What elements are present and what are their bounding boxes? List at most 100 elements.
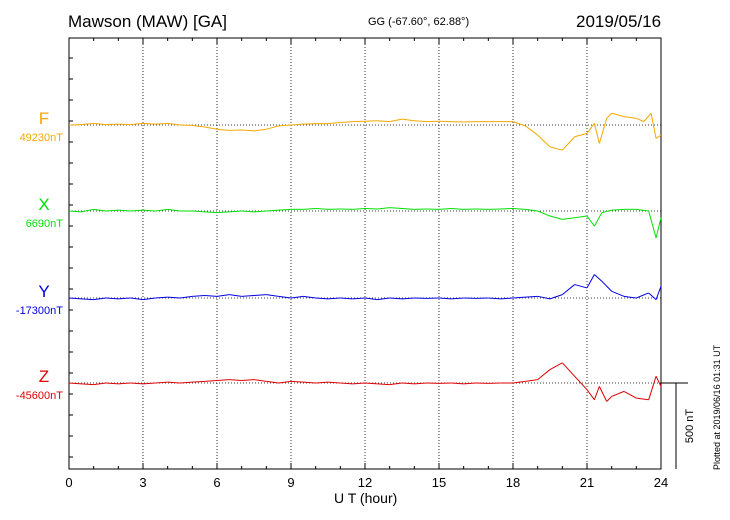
series-x-segment — [192, 210, 205, 213]
series-x-segment — [155, 208, 168, 212]
series-x-segment — [451, 207, 464, 210]
series-x-segment — [364, 207, 378, 210]
series-y-segment — [303, 295, 316, 299]
series-f-segment — [586, 123, 595, 134]
station-title: Mawson (MAW) [GA] — [68, 12, 227, 31]
series-y-segment — [574, 284, 588, 289]
series-z-segment — [401, 382, 415, 385]
series-y-segment — [401, 297, 415, 300]
series-y-segment — [241, 294, 255, 297]
series-f-segment — [512, 121, 526, 127]
series-f-segment — [525, 125, 538, 136]
series-z-segment — [105, 382, 119, 385]
series-x-segment — [241, 210, 255, 213]
series-z-segment — [598, 386, 608, 402]
series-y-segment — [266, 294, 279, 297]
series-z-segment — [549, 362, 563, 370]
series-f-segment — [290, 123, 304, 126]
series-x-segment — [549, 215, 563, 220]
series-x-segment — [352, 207, 366, 210]
series-f-segment — [167, 122, 181, 126]
series-x-segment — [303, 207, 316, 210]
series-x-segment — [389, 207, 403, 209]
series-z-segment — [648, 376, 657, 400]
series-f-segment — [155, 122, 168, 125]
series-y-segment — [438, 297, 452, 300]
series-y-segment — [601, 280, 613, 292]
series-y-segment — [327, 297, 341, 300]
series-z-segment — [636, 397, 649, 401]
series-x-segment — [216, 211, 230, 214]
series-z-segment — [266, 380, 279, 384]
series-f-segment — [606, 112, 613, 119]
series-x-segment — [167, 208, 181, 212]
series-y-segment — [105, 297, 119, 300]
series-f-segment — [537, 134, 551, 148]
series-f-segment — [266, 125, 279, 130]
x-tick-label: 9 — [287, 475, 294, 490]
series-z-segment — [155, 381, 168, 384]
series-z-segment — [389, 382, 403, 386]
series-z-segment — [130, 382, 144, 385]
series-f-segment — [278, 124, 292, 127]
series-z-segment — [561, 362, 576, 377]
series-y-segment — [648, 292, 657, 301]
series-z-segment — [593, 386, 600, 400]
series-f-segment — [142, 122, 156, 125]
series-z-segment — [525, 379, 538, 382]
series-f-segment — [636, 117, 644, 123]
series-f-segment — [253, 128, 267, 132]
series-y-segment — [278, 295, 292, 299]
series-f-segment — [561, 136, 576, 151]
series-z-segment — [537, 369, 551, 381]
series-z-segment — [142, 382, 156, 385]
series-x-label: X — [38, 195, 49, 214]
series-f-segment — [643, 112, 652, 122]
series-z-segment — [315, 381, 329, 384]
series-y-segment — [636, 292, 649, 299]
series-y-segment — [155, 296, 168, 299]
scale-bar-label: 500 nT — [684, 409, 696, 444]
series-f-label: F — [39, 109, 49, 128]
series-x-segment — [537, 210, 551, 217]
series-y-baseline-label: -17300nT — [16, 305, 63, 317]
series-f-segment — [204, 126, 218, 130]
series-f-segment — [623, 116, 637, 119]
series-x-segment — [377, 207, 390, 210]
series-z-segment — [512, 380, 526, 384]
series-f-segment — [118, 123, 131, 126]
series-z-segment — [290, 380, 304, 383]
series-z-segment — [229, 379, 242, 381]
series-y-segment — [340, 297, 353, 300]
series-f-segment — [389, 118, 403, 123]
series-y-segment — [488, 297, 501, 300]
series-y-segment — [167, 296, 181, 299]
series-z-segment — [68, 382, 82, 385]
series-y-segment — [562, 284, 575, 296]
x-tick-label: 18 — [506, 475, 520, 490]
series-y-segment — [500, 297, 514, 300]
series-f-segment — [598, 118, 608, 144]
series-x-segment — [229, 210, 242, 213]
series-x-segment — [253, 210, 267, 213]
series-z-segment — [655, 376, 662, 387]
x-tick-label: 0 — [65, 475, 72, 490]
series-x-segment — [611, 208, 625, 211]
series-f-segment — [377, 120, 390, 123]
series-x-segment — [593, 212, 603, 227]
series-y-segment — [389, 297, 403, 300]
series-f-baseline-label: 49230nT — [20, 132, 64, 144]
series-y-segment — [315, 297, 329, 300]
series-z-segment — [278, 380, 292, 384]
series-x-segment — [81, 208, 94, 213]
series-f-segment — [192, 124, 205, 128]
series-z-segment — [463, 382, 477, 385]
series-y-segment — [364, 297, 378, 301]
series-x-segment — [266, 209, 279, 212]
series-x-segment — [438, 207, 452, 210]
series-z-segment — [327, 381, 341, 384]
series-x-segment — [315, 207, 329, 210]
series-x-segment — [204, 211, 218, 214]
x-tick-label: 12 — [358, 475, 372, 490]
series-z-segment — [192, 380, 205, 383]
